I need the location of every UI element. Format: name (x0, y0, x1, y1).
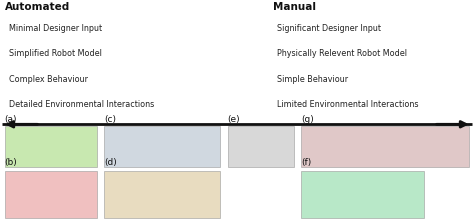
Text: (g): (g) (301, 115, 314, 124)
Text: Manual: Manual (273, 2, 316, 12)
Text: (e): (e) (228, 115, 240, 124)
Text: Physically Relevent Robot Model: Physically Relevent Robot Model (277, 50, 407, 59)
Bar (228, 126, 294, 167)
Text: Significant Designer Input: Significant Designer Input (277, 24, 381, 33)
Text: Limited Environmental Interactions: Limited Environmental Interactions (277, 100, 419, 109)
Bar (301, 170, 424, 218)
Text: (c): (c) (104, 115, 116, 124)
Bar (301, 126, 469, 167)
Text: Detailed Environmental Interactions: Detailed Environmental Interactions (9, 100, 155, 109)
Text: Simple Behaviour: Simple Behaviour (277, 75, 348, 84)
Text: (a): (a) (5, 115, 17, 124)
Text: Automated: Automated (5, 2, 70, 12)
Bar (5, 126, 97, 167)
Text: Complex Behaviour: Complex Behaviour (9, 75, 89, 84)
Text: (b): (b) (5, 158, 18, 167)
Text: Simplified Robot Model: Simplified Robot Model (9, 50, 102, 59)
Text: (f): (f) (301, 158, 311, 167)
Text: (d): (d) (104, 158, 117, 167)
Bar (104, 170, 220, 218)
Bar (5, 170, 97, 218)
Bar (104, 126, 220, 167)
Text: Minimal Designer Input: Minimal Designer Input (9, 24, 102, 33)
